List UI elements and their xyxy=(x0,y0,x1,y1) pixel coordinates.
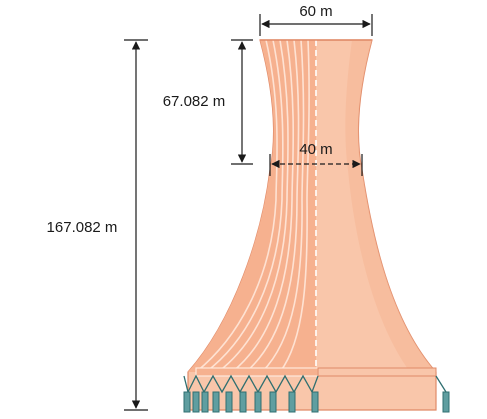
leg-post xyxy=(225,391,233,413)
leg-post xyxy=(212,391,220,413)
total-height-dimension: 167.082 m xyxy=(47,39,148,411)
waist-diameter-label: 40 m xyxy=(299,141,332,158)
leg-post xyxy=(288,391,296,413)
top-to-waist-label: 67.082 m xyxy=(163,93,226,110)
leg-post xyxy=(254,391,262,413)
tower-base-ring xyxy=(195,367,319,377)
leg-post xyxy=(311,391,319,413)
leg-post xyxy=(192,391,200,413)
tower-shell-lines xyxy=(195,39,310,373)
leg-post xyxy=(269,391,277,413)
tower-base-ring-back xyxy=(317,367,437,377)
waist-diameter-dimension: 40 m xyxy=(269,141,363,176)
leg-lattice xyxy=(187,374,319,394)
top-diameter-label: 60 m xyxy=(299,3,332,20)
tower-shade-right xyxy=(345,40,436,372)
leg-post xyxy=(442,391,450,413)
tower-support-legs xyxy=(183,374,450,413)
tower-front-half xyxy=(188,40,316,372)
tower-body xyxy=(187,39,437,411)
top-diameter-dimension: 60 m xyxy=(259,3,373,36)
total-height-label: 167.082 m xyxy=(47,219,118,236)
top-to-waist-dimension: 67.082 m xyxy=(163,39,253,165)
leg-post xyxy=(183,391,191,413)
leg-post xyxy=(201,391,209,413)
leg-post xyxy=(239,391,247,413)
